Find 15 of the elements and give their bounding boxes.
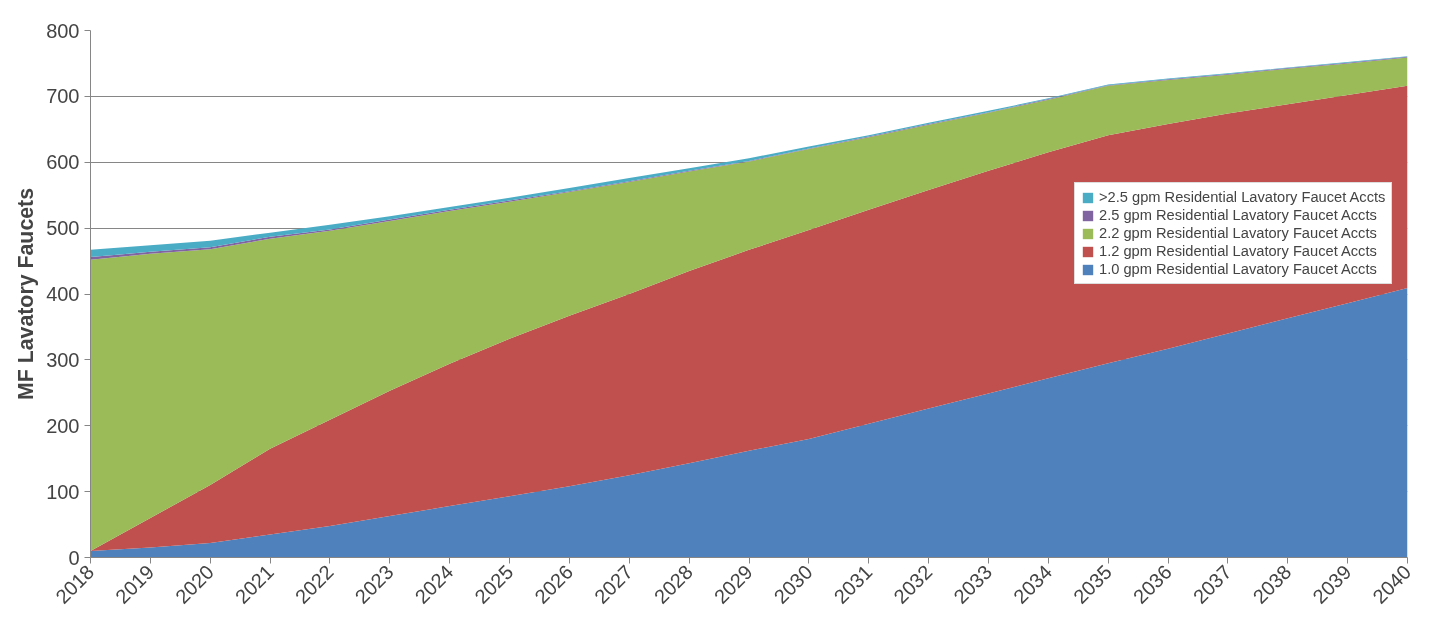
y-axis-title: MF Lavatory Faucets: [14, 187, 39, 401]
legend-label: >2.5 gpm Residential Lavatory Faucet Accts: [1099, 189, 1386, 205]
y-tick-label: 800: [46, 19, 80, 42]
legend-label: 1.0 gpm Residential Lavatory Faucet Accts: [1099, 261, 1377, 277]
y-tick-label: 100: [46, 480, 80, 503]
legend-label: 2.5 gpm Residential Lavatory Faucet Accts: [1099, 207, 1377, 223]
y-tick-label: 600: [46, 151, 80, 174]
y-tick-label: 700: [46, 85, 80, 108]
y-tick-label: 500: [46, 217, 80, 240]
legend-label: 2.2 gpm Residential Lavatory Faucet Accts: [1099, 225, 1377, 241]
y-tick-label: 0: [68, 546, 80, 569]
legend-label: 1.2 gpm Residential Lavatory Faucet Accts: [1099, 243, 1377, 259]
y-tick-label: 400: [46, 283, 80, 305]
y-tick-label: 200: [46, 414, 80, 437]
y-tick-label: 300: [46, 348, 80, 371]
